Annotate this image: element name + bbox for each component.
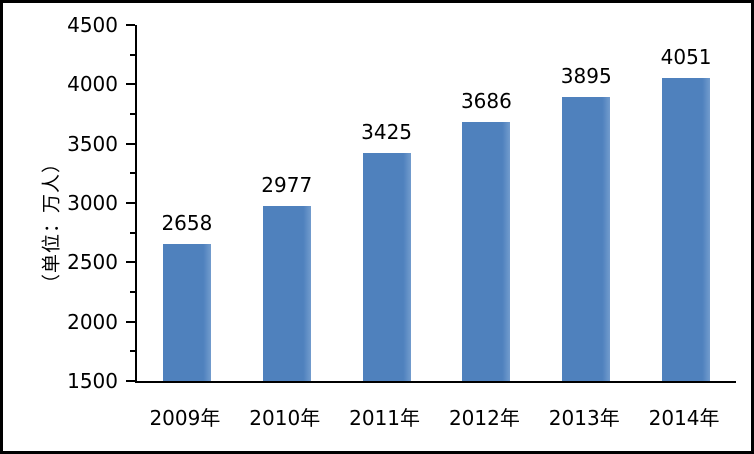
bar-value-label: 3686 <box>460 88 512 113</box>
y-major-tick <box>126 142 135 145</box>
bar-value-label: 2977 <box>261 172 313 197</box>
y-major-tick <box>126 320 135 323</box>
y-minor-tick <box>130 350 135 353</box>
bar-value-label: 3425 <box>361 119 413 144</box>
y-minor-tick <box>130 291 135 293</box>
bar-value-label: 3895 <box>560 63 612 88</box>
x-tick-label: 2012年 <box>448 406 520 430</box>
y-minor-tick <box>130 113 135 115</box>
x-tick-label: 2014年 <box>648 406 720 430</box>
bar-2011年 <box>362 152 411 381</box>
y-major-tick <box>126 83 135 86</box>
x-tick-label: 2010年 <box>249 406 321 430</box>
y-minor-tick <box>130 231 135 234</box>
bar-2010年 <box>262 205 311 381</box>
y-tick-label: 2000 <box>67 309 118 334</box>
bar-2013年 <box>562 96 611 381</box>
y-minor-tick <box>130 53 135 56</box>
x-tick-label: 2013年 <box>548 406 620 430</box>
y-major-tick <box>126 202 135 204</box>
bar-value-label: 2658 <box>161 210 213 235</box>
y-tick-label: 4000 <box>67 72 118 97</box>
y-major-tick <box>126 261 135 264</box>
y-major-tick <box>126 24 135 26</box>
x-tick-label: 2009年 <box>149 406 221 430</box>
bar-2014年 <box>662 78 711 381</box>
bar-2012年 <box>462 121 511 381</box>
y-tick-label: 4500 <box>67 13 118 37</box>
y-tick-label: 2500 <box>67 250 118 275</box>
bar-2009年 <box>162 243 211 381</box>
y-tick-label: 3000 <box>67 191 118 215</box>
y-minor-tick <box>130 172 135 175</box>
x-tick-label: 2011年 <box>349 406 421 430</box>
bar-value-label: 4051 <box>660 45 712 70</box>
plot-area: 2658 2977 3425 3686 3895 4051 <box>126 24 736 383</box>
y-tick-label: 3500 <box>67 131 118 156</box>
y-major-tick <box>126 380 135 382</box>
y-tick-label: 1500 <box>67 369 118 393</box>
